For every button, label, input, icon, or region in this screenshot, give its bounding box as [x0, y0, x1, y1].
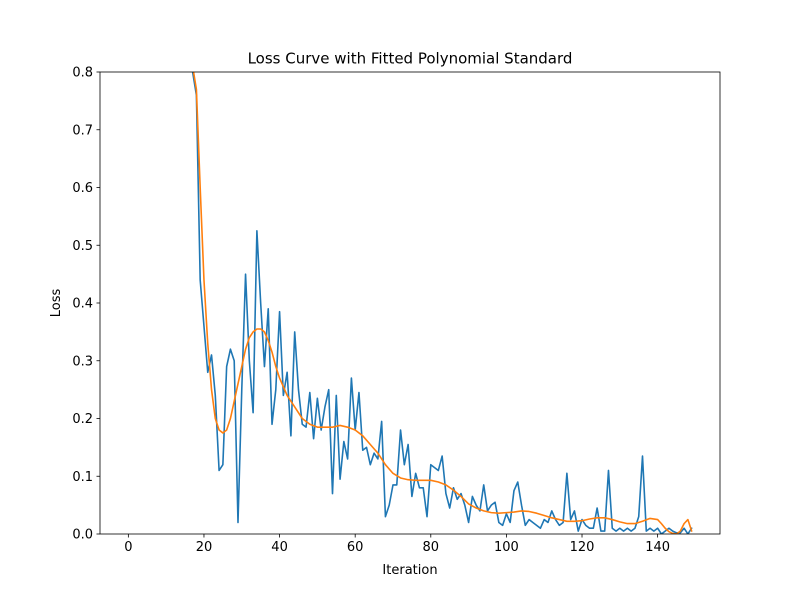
x-tick-label: 140 — [645, 540, 670, 555]
y-tick-label: 0.3 — [72, 354, 93, 369]
y-tick-label: 0.4 — [72, 297, 93, 312]
x-tick-label: 40 — [271, 540, 288, 555]
y-tick-label: 0.5 — [72, 239, 93, 254]
chart-title: Loss Curve with Fitted Polynomial Standa… — [248, 50, 573, 68]
y-tick-label: 0.7 — [72, 123, 93, 138]
x-tick-label: 100 — [494, 540, 519, 555]
y-tick-label: 0.1 — [72, 470, 93, 485]
x-tick-label: 120 — [570, 540, 595, 555]
y-tick-label: 0.0 — [72, 528, 93, 543]
y-axis-label: Loss — [49, 289, 64, 318]
series-layer — [191, 72, 693, 534]
x-axis-label: Iteration — [382, 563, 437, 578]
x-tick-label: 0 — [124, 540, 132, 555]
axes-layer: 0 20 40 60 80 100 120 140 0.0 0.1 0.2 0.3 0.4 0.5 0.6 0… — [72, 66, 721, 555]
x-tick-label: 20 — [196, 540, 213, 555]
series-line-1 — [191, 72, 693, 534]
series-line-2 — [192, 72, 693, 534]
x-tick-label: 80 — [423, 540, 440, 555]
y-tick-label: 0.6 — [72, 181, 93, 196]
y-tick-label: 0.2 — [72, 412, 93, 427]
x-tick-label: 60 — [347, 540, 364, 555]
y-tick-label: 0.8 — [72, 66, 93, 81]
